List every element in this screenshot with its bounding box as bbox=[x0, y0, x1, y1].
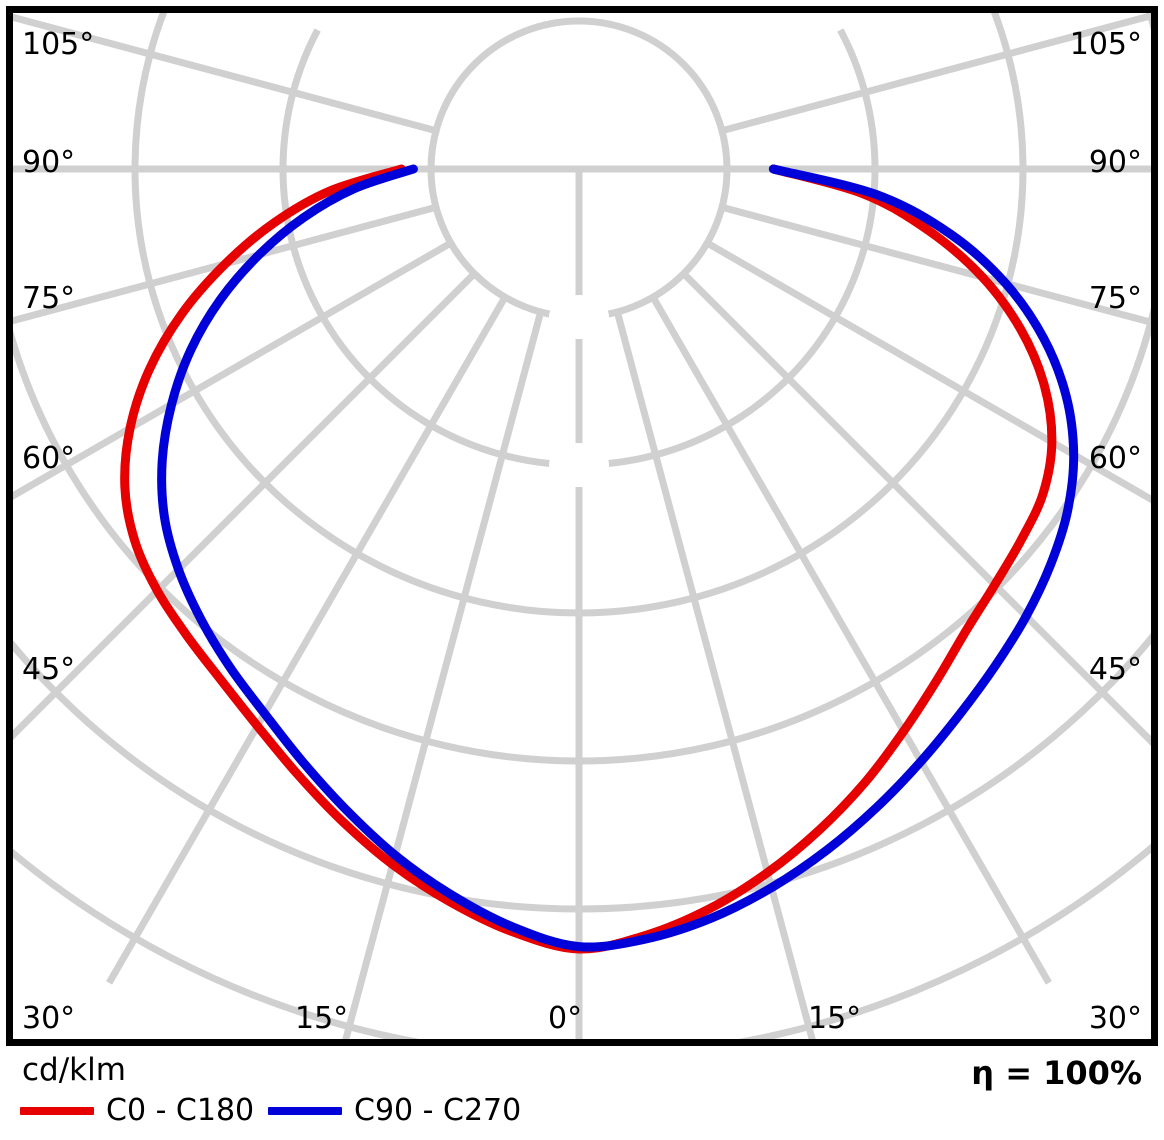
legend-entry-c0-c180: C0 - C180 bbox=[20, 1096, 254, 1126]
axis-label-right-90: 90° bbox=[1088, 145, 1142, 180]
legend-label-c90-c270: C90 - C270 bbox=[354, 1093, 522, 1128]
unit-label: cd/klm bbox=[22, 1052, 126, 1088]
axis-label-right-60: 60° bbox=[1088, 441, 1142, 476]
axis-label-left-75: 75° bbox=[22, 281, 76, 316]
axis-label-bottom-15-right: 15° bbox=[808, 1001, 862, 1036]
legend-swatch-c90-c270-icon bbox=[268, 1107, 342, 1115]
axis-label-right-105: 105° bbox=[1069, 27, 1142, 62]
axis-label-right-75: 75° bbox=[1088, 281, 1142, 316]
axis-label-left-60: 60° bbox=[22, 441, 76, 476]
axis-label-left-105: 105° bbox=[22, 27, 95, 62]
axis-label-left-30: 30° bbox=[22, 1001, 76, 1036]
axis-label-right-45: 45° bbox=[1088, 652, 1142, 687]
polar-plot-frame bbox=[6, 6, 1158, 1046]
legend-swatch-c0-c180-icon bbox=[20, 1107, 94, 1115]
legend-entry-c90-c270: C90 - C270 bbox=[268, 1096, 521, 1126]
axis-label-bottom-15-left: 15° bbox=[295, 1001, 349, 1036]
axis-label-left-90: 90° bbox=[22, 145, 76, 180]
intensity-curves bbox=[120, 164, 1079, 954]
polar-grid bbox=[13, 13, 1151, 1039]
axis-label-right-30: 30° bbox=[1088, 1001, 1142, 1036]
polar-grid-and-curves bbox=[13, 13, 1151, 1039]
axis-label-bottom-0: 0° bbox=[548, 1001, 583, 1036]
legend-label-c0-c180: C0 - C180 bbox=[106, 1093, 255, 1128]
axis-label-left-45: 45° bbox=[22, 652, 76, 687]
curve-c90-c270 bbox=[157, 164, 1079, 952]
efficiency-label: η = 100% bbox=[971, 1054, 1142, 1092]
